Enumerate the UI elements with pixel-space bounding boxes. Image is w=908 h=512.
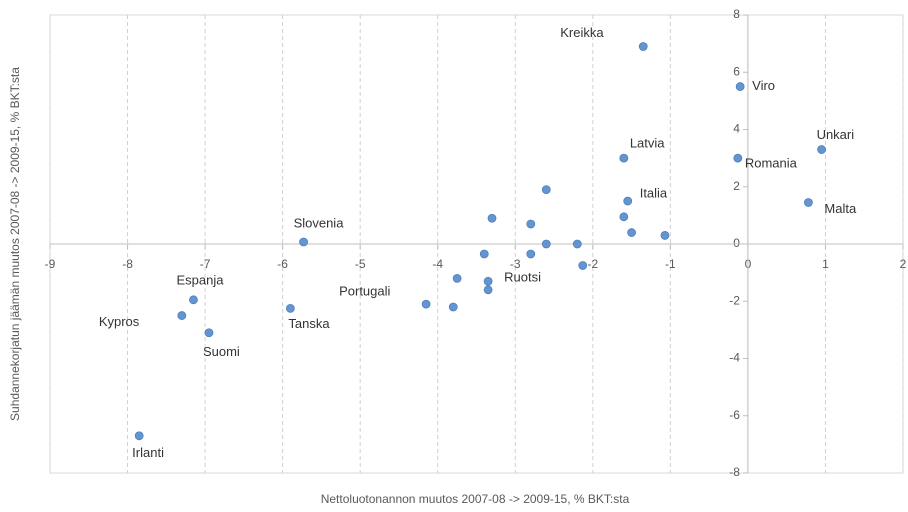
point [134,431,144,441]
point [483,276,493,286]
y-tick-label: -6 [729,408,740,422]
x-tick-label: -2 [587,257,598,271]
y-tick-label: 2 [733,179,740,193]
x-tick-label: -8 [122,257,133,271]
point [817,145,826,154]
point [619,212,629,222]
x-tick-label: -9 [45,257,56,271]
point-label: Espanja [176,272,224,287]
point [541,239,551,249]
y-tick-label: -4 [729,351,740,365]
point [448,302,458,312]
point [177,311,187,320]
x-tick-label: 1 [822,257,829,271]
point-label: Slovenia [294,215,345,230]
y-tick-label: 6 [733,64,740,78]
point [479,249,489,259]
x-tick-label: -5 [355,257,366,271]
point-label: Unkari [817,127,855,142]
x-axis-title: Nettoluotonannon muutos 2007-08 -> 2009-… [321,492,630,506]
point [526,219,536,229]
point [285,304,295,313]
point-label: Ruotsi [504,270,541,285]
x-tick-label: -7 [200,257,211,271]
y-tick-label: 0 [733,236,740,250]
point [299,237,308,247]
x-tick-label: -4 [432,257,443,271]
x-tick-label: -1 [665,257,676,271]
point-label: Italia [640,186,668,201]
point [572,239,582,249]
point [660,231,670,240]
point [627,228,636,237]
point-label: Kypros [99,314,140,329]
x-tick-label: 2 [900,257,907,271]
point-label: Malta [824,201,857,216]
point [733,153,743,163]
x-tick-label: -3 [510,257,521,271]
point-label: Tanska [288,316,330,331]
point-label: Suomi [203,344,240,359]
point [638,42,648,51]
point-label: Portugali [339,284,390,299]
point [619,153,629,163]
y-tick-label: 4 [733,122,740,136]
y-axis-title: Suhdannekorjatun jäämän muutos 2007-08 -… [8,67,22,421]
point [578,261,588,270]
point [189,295,198,305]
point-label: Romania [745,156,798,171]
point [421,299,431,309]
point [204,328,214,338]
point [526,249,536,259]
point [487,213,497,223]
point-label: Viro [752,78,775,93]
point-label: Kreikka [560,25,604,40]
y-tick-label: 8 [733,7,740,21]
point [803,198,813,207]
y-tick-label: -8 [729,465,740,479]
point [483,285,493,295]
point [735,82,745,91]
point [541,185,551,195]
x-tick-label: -6 [277,257,288,271]
point-label: Latvia [630,136,665,151]
y-tick-label: -2 [729,293,740,307]
point [623,196,633,206]
point-label: Irlanti [132,445,164,460]
point [452,273,462,283]
